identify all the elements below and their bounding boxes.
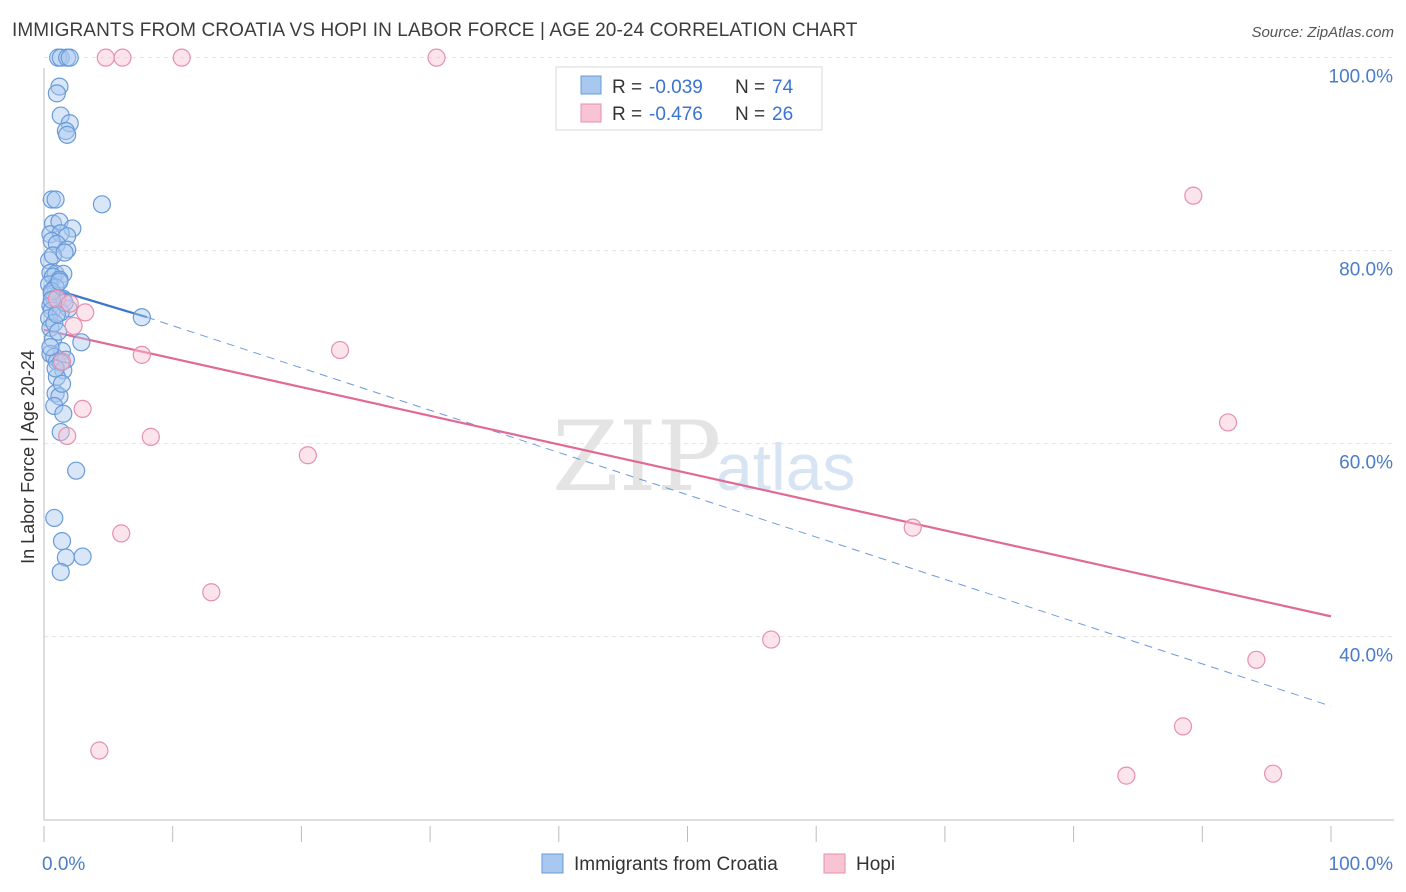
x-tick-label: 100.0% — [1329, 854, 1394, 875]
legend-r-value-croatia: -0.039 — [649, 77, 703, 98]
data-point-hopi — [60, 294, 79, 313]
data-point-croatia — [52, 532, 72, 551]
x-tick-label: 0.0% — [42, 854, 85, 875]
y-axis-label: In Labor Force | Age 20-24 — [18, 350, 38, 564]
data-point-hopi — [1218, 413, 1238, 432]
bottom-legend-label-hopi: Hopi — [856, 854, 895, 875]
data-point-croatia — [92, 195, 112, 214]
data-point-hopi — [112, 524, 131, 543]
data-point-hopi — [1263, 764, 1283, 783]
data-point-croatia — [51, 562, 70, 582]
data-point-croatia — [72, 333, 91, 352]
bottom-legend-swatch-hopi — [823, 853, 846, 874]
data-point-hopi — [113, 48, 132, 67]
data-point-hopi — [298, 446, 317, 465]
data-point-croatia — [56, 548, 75, 567]
data-point-croatia — [46, 359, 65, 378]
data-point-croatia — [60, 48, 79, 67]
data-point-hopi — [1184, 186, 1203, 205]
data-point-hopi — [64, 316, 83, 336]
data-point-croatia — [47, 305, 66, 324]
data-point-hopi — [427, 48, 446, 67]
watermark-atlas: atlas — [716, 430, 855, 504]
chart-title: IMMIGRANTS FROM CROATIA VS HOPI IN LABOR… — [12, 20, 858, 41]
legend-swatch-croatia — [580, 75, 602, 95]
data-points — [40, 48, 1283, 785]
chart-source: Source: ZipAtlas.com — [1251, 24, 1394, 41]
watermark: ZIP atlas — [552, 401, 855, 513]
data-point-croatia — [73, 547, 92, 566]
data-point-hopi — [1173, 717, 1193, 736]
data-point-croatia — [50, 272, 69, 291]
data-point-croatia — [42, 231, 61, 251]
bottom-legend: Immigrants from Croatia Hopi — [541, 853, 895, 875]
axes — [43, 68, 1394, 842]
data-point-hopi — [76, 303, 95, 322]
data-point-hopi — [52, 352, 72, 371]
legend-r-label-croatia: R = — [612, 77, 642, 98]
data-point-hopi — [1247, 650, 1266, 669]
bottom-legend-label-croatia: Immigrants from Croatia — [574, 854, 778, 875]
legend-n-label-croatia: N = — [735, 77, 765, 98]
data-point-croatia — [132, 308, 151, 327]
data-point-croatia — [42, 190, 61, 209]
bottom-legend-swatch-croatia — [541, 853, 564, 874]
data-point-croatia — [42, 290, 61, 309]
data-point-hopi — [903, 518, 922, 537]
trendline-croatia-dashed — [146, 316, 1332, 707]
data-point-croatia — [46, 190, 65, 209]
data-point-croatia — [58, 125, 77, 144]
tick-labels: 40.0% 60.0% 80.0% 100.0% 0.0% 100.0% — [42, 67, 1393, 875]
data-point-hopi — [330, 340, 350, 360]
data-point-hopi — [90, 741, 109, 760]
data-point-hopi — [172, 48, 191, 67]
trendline-hopi-solid — [43, 328, 1332, 618]
legend-n-label-hopi: N = — [735, 104, 765, 125]
data-point-croatia — [52, 374, 72, 393]
data-point-croatia — [41, 338, 60, 357]
y-tick-label: 80.0% — [1339, 260, 1393, 281]
data-point-hopi — [58, 426, 77, 446]
watermark-zip: ZIP — [552, 401, 721, 513]
data-point-croatia — [45, 508, 64, 528]
legend-r-label-hopi: R = — [612, 104, 642, 125]
data-point-croatia — [49, 322, 68, 341]
data-point-hopi — [762, 630, 781, 649]
data-point-hopi — [96, 48, 115, 67]
legend-n-value-hopi: 26 — [772, 104, 793, 125]
grid-lines — [44, 57, 1394, 638]
data-point-hopi — [1117, 766, 1136, 785]
data-point-hopi — [202, 583, 221, 602]
data-point-croatia — [55, 243, 74, 262]
data-point-hopi — [73, 399, 92, 419]
y-tick-label: 40.0% — [1339, 646, 1393, 667]
top-legend: R = -0.039 N = 74 R = -0.476 N = 26 — [555, 66, 823, 131]
data-point-croatia — [54, 404, 73, 423]
legend-n-value-croatia: 74 — [772, 77, 794, 98]
y-tick-label: 100.0% — [1329, 67, 1394, 88]
data-point-croatia — [47, 84, 66, 103]
data-point-croatia — [67, 461, 86, 480]
data-point-hopi — [132, 345, 151, 364]
data-point-croatia — [43, 246, 63, 265]
legend-r-value-hopi: -0.476 — [649, 104, 703, 125]
legend-swatch-hopi — [580, 103, 602, 123]
y-tick-label: 60.0% — [1339, 453, 1393, 474]
data-point-hopi — [141, 427, 160, 446]
